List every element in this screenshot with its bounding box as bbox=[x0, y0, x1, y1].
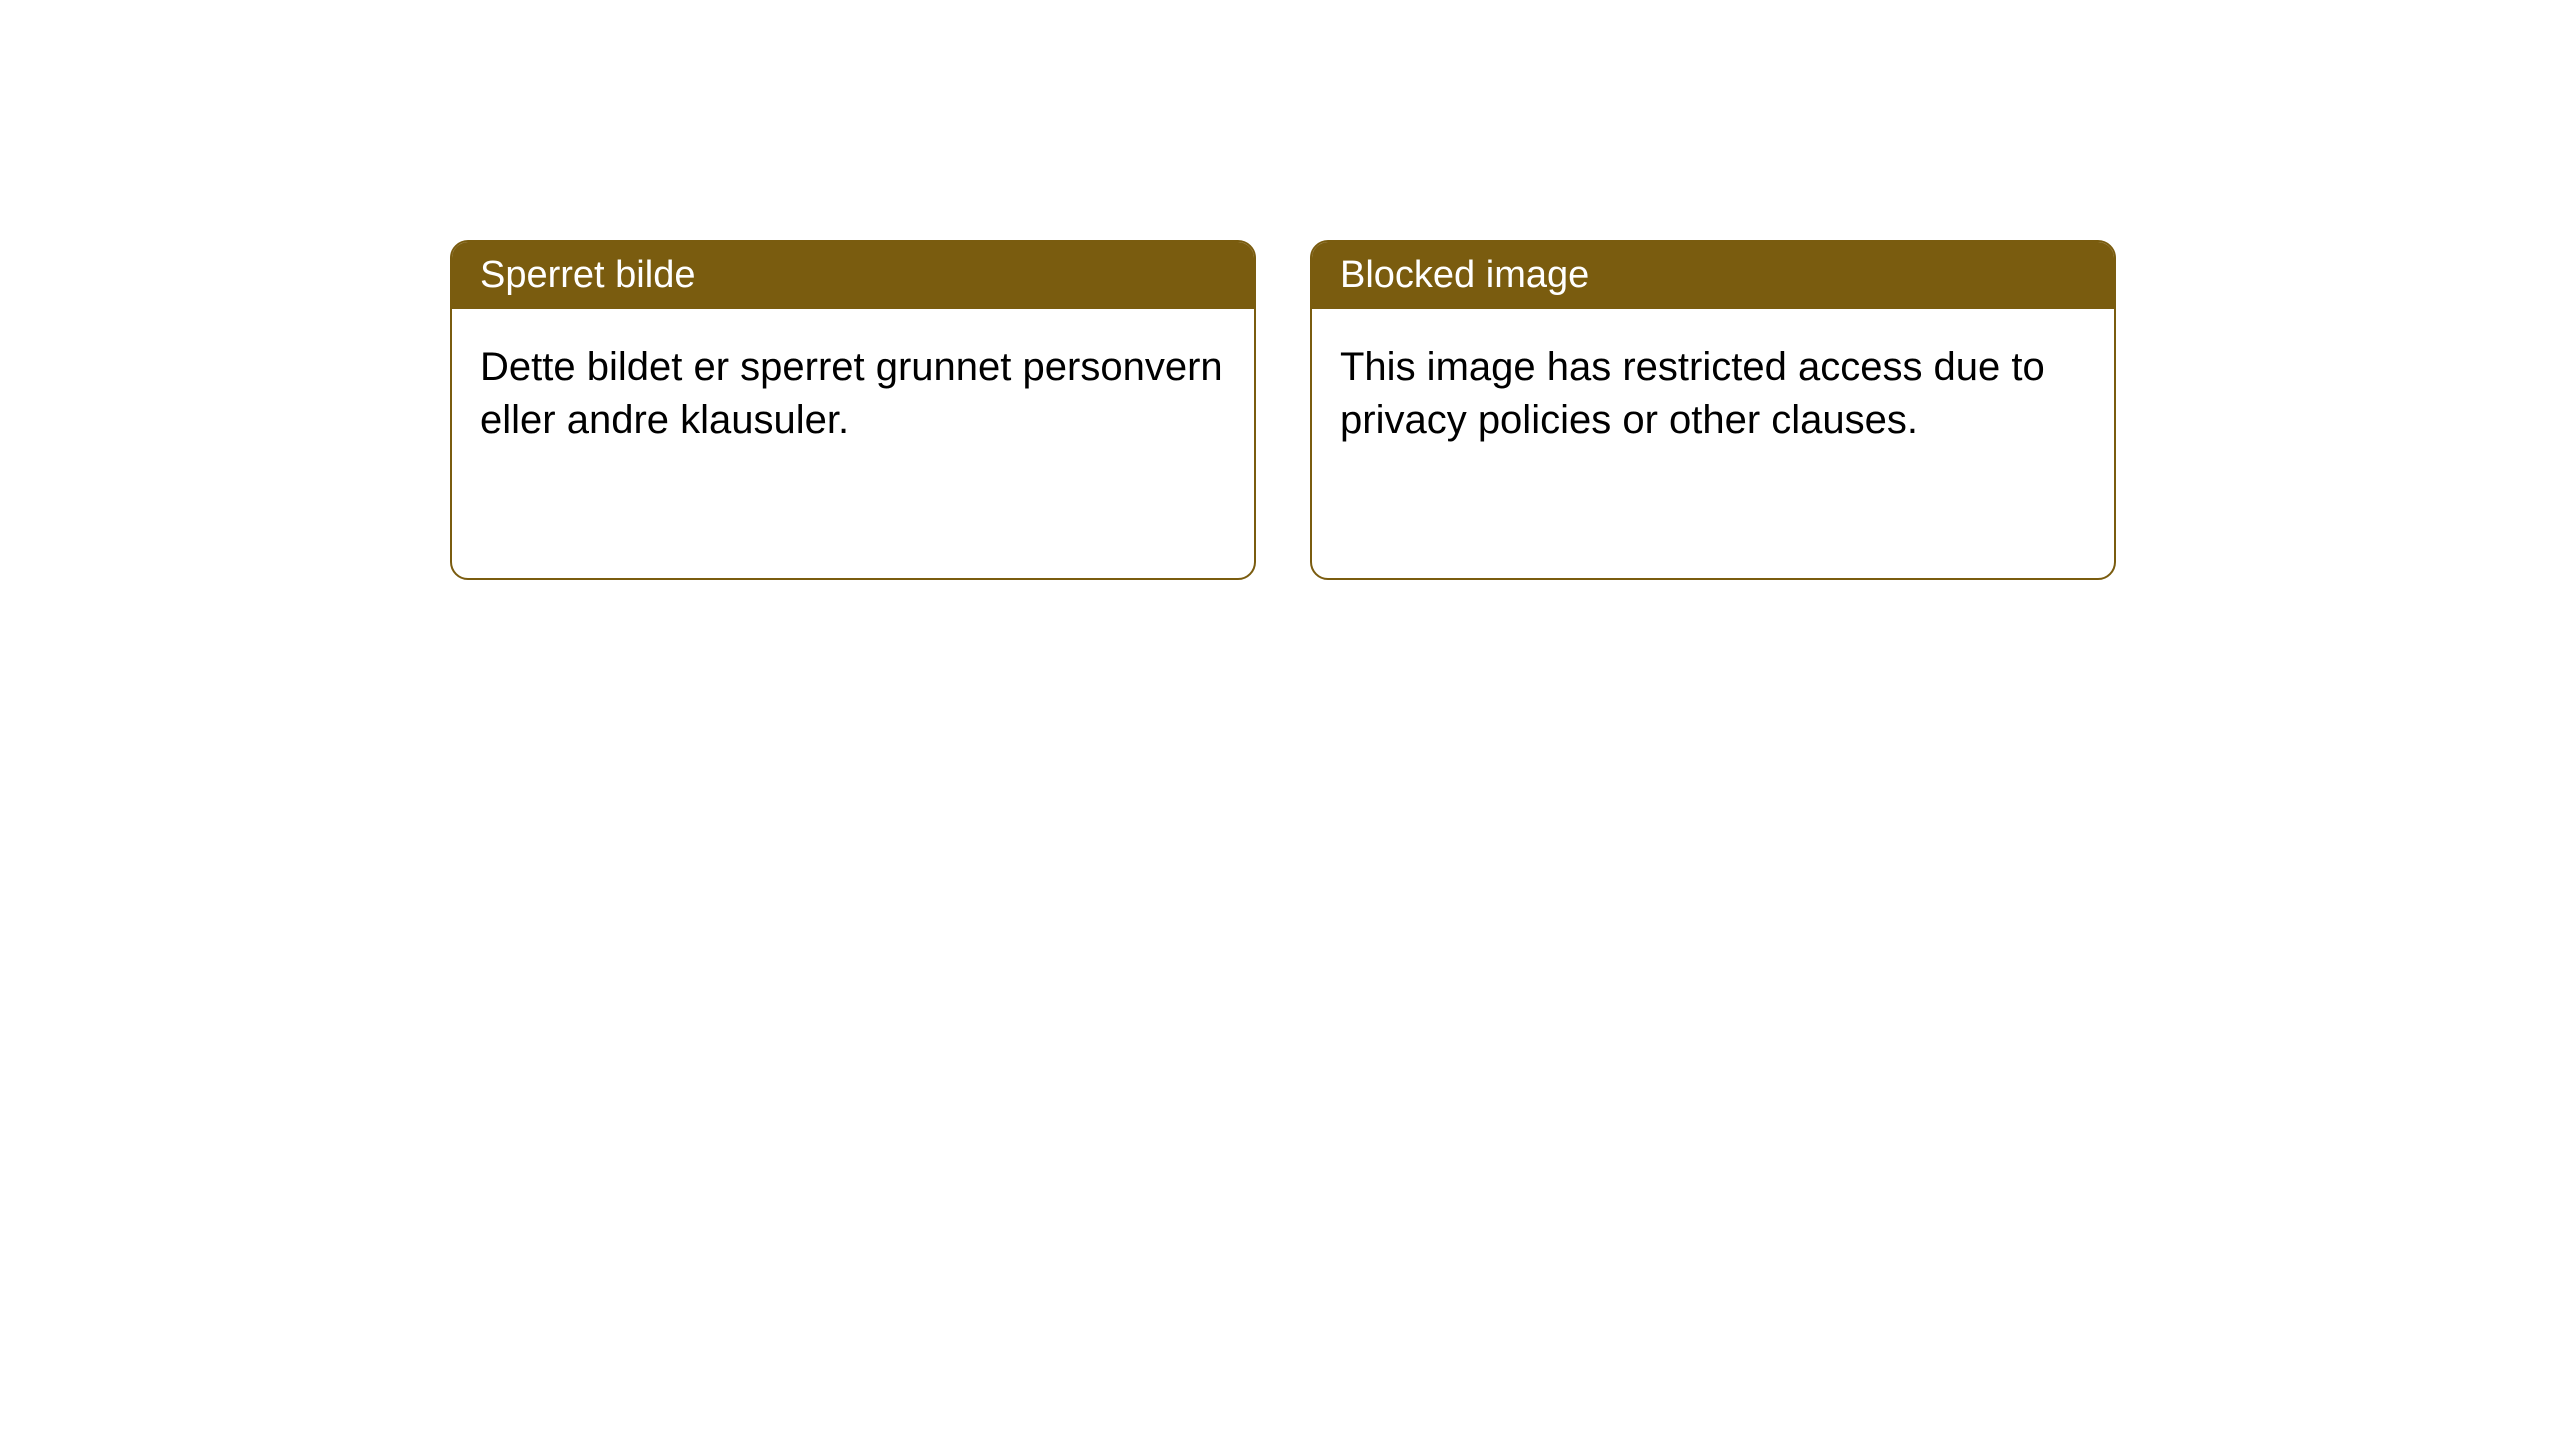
notice-title: Blocked image bbox=[1340, 254, 1589, 296]
notice-header: Blocked image bbox=[1312, 242, 2114, 309]
notice-body: This image has restricted access due to … bbox=[1312, 309, 2114, 479]
notice-container: Sperret bilde Dette bildet er sperret gr… bbox=[0, 0, 2560, 580]
notice-text: Dette bildet er sperret grunnet personve… bbox=[480, 345, 1223, 442]
notice-title: Sperret bilde bbox=[480, 254, 695, 296]
notice-header: Sperret bilde bbox=[452, 242, 1254, 309]
notice-text: This image has restricted access due to … bbox=[1340, 345, 2045, 442]
notice-card-norwegian: Sperret bilde Dette bildet er sperret gr… bbox=[450, 240, 1256, 580]
notice-card-english: Blocked image This image has restricted … bbox=[1310, 240, 2116, 580]
notice-body: Dette bildet er sperret grunnet personve… bbox=[452, 309, 1254, 479]
